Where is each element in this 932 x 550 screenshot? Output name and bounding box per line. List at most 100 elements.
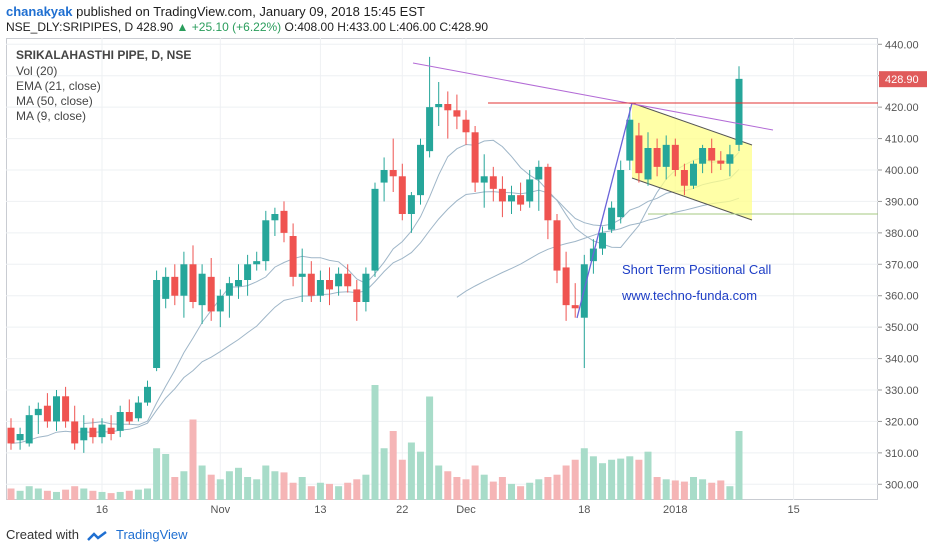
flag-channel[interactable] <box>632 103 752 220</box>
volume-bar <box>144 488 151 500</box>
candle-body <box>690 163 697 186</box>
published-text: published on TradingView.com, January 09… <box>72 4 425 19</box>
candle-body <box>162 276 170 299</box>
volume-bar <box>335 486 343 500</box>
volume-bar <box>344 482 352 500</box>
volume-bar <box>508 483 515 500</box>
channel-lower-line[interactable] <box>631 177 753 221</box>
volume-bar <box>7 488 15 500</box>
x-tick-label: Dec <box>456 504 476 516</box>
price-chart[interactable]: 300.00 310.00 320.00 330.00 340.00 350.00 360.… <box>0 0 932 520</box>
candle-body <box>426 107 434 152</box>
candle-body <box>508 195 515 202</box>
volume-bar <box>180 471 188 500</box>
candle-body <box>617 170 625 218</box>
annotation-call: Short Term Positional Call <box>622 262 772 277</box>
volume-bar <box>544 477 552 500</box>
volume-bar <box>489 481 497 500</box>
candle-body <box>544 166 552 221</box>
volume-bar <box>271 471 279 500</box>
candle-body <box>462 119 470 133</box>
legend-title: SRIKALAHASTHI PIPE, D, NSE <box>16 48 192 62</box>
candle-body <box>34 408 42 416</box>
flagpole-line[interactable] <box>576 102 633 319</box>
legend-volume: Vol (20) <box>16 64 58 78</box>
volume-bar <box>626 456 634 500</box>
candle-body <box>134 402 142 419</box>
candle-body <box>144 386 151 403</box>
volume-bar <box>426 396 434 500</box>
candle-body <box>262 220 270 262</box>
volume-bar <box>517 486 525 500</box>
tradingview-logo[interactable]: TradingView <box>116 527 188 542</box>
x-tick-label: 15 <box>787 504 799 516</box>
candle-body <box>25 415 33 444</box>
candle-body <box>225 283 233 296</box>
volume-bar <box>80 488 88 500</box>
volume-bar <box>635 459 643 500</box>
y-tick-label: 380.00 <box>885 228 919 240</box>
volume-bar <box>471 465 479 500</box>
volume-bar <box>162 454 170 500</box>
author-link[interactable]: chanakyak <box>6 4 73 19</box>
y-tick-label: 400.00 <box>885 165 919 177</box>
ema-21-line <box>10 168 740 444</box>
volume-bar <box>589 456 597 500</box>
candle-body <box>189 264 197 302</box>
legend-ema: EMA (21, close) <box>16 79 101 93</box>
volume-bar <box>307 486 315 500</box>
candle-body <box>371 188 379 271</box>
candle-body <box>62 396 70 422</box>
volume-bar <box>498 477 506 500</box>
trendline-resistance[interactable] <box>412 62 774 131</box>
volume-bar <box>653 477 661 500</box>
candle-body <box>453 110 461 117</box>
candle-body <box>717 160 725 164</box>
x-tick-label: 22 <box>396 504 408 516</box>
candle-body <box>289 236 297 277</box>
candle-body <box>417 144 424 196</box>
volume-bar <box>25 486 33 500</box>
candle-body <box>271 214 279 221</box>
volume-bar <box>134 489 142 500</box>
annotation-site: www.techno-funda.com <box>622 288 758 303</box>
ma-50-line <box>456 197 740 298</box>
volume-bar <box>480 474 488 500</box>
volume-bar <box>599 463 606 500</box>
volume-bar <box>699 479 707 500</box>
x-tick-label: 16 <box>96 504 108 516</box>
candle-body <box>7 427 15 444</box>
candle-body <box>116 412 124 431</box>
footer: Created with TradingView <box>0 520 932 550</box>
volume-bar <box>362 474 370 500</box>
candle-body <box>235 280 242 287</box>
volume-bar <box>435 465 443 500</box>
candle-body <box>180 264 188 296</box>
volume-bar <box>353 479 361 500</box>
volume-bar <box>62 489 70 500</box>
candle-body <box>398 176 406 214</box>
volume-bar <box>253 479 261 500</box>
created-with-label: Created with <box>6 527 79 542</box>
candle-body <box>571 305 579 309</box>
candle-body <box>153 280 161 368</box>
up-triangle-icon: ▲ <box>176 20 189 34</box>
candle-body <box>480 176 488 183</box>
volume-bar <box>662 479 670 500</box>
cloud-icon <box>87 531 107 541</box>
x-tick-label: 18 <box>578 504 590 516</box>
candle-body <box>626 119 634 161</box>
volume-bar <box>371 385 379 500</box>
price-change: +25.10 (+6.22%) <box>191 20 282 34</box>
volume-bar <box>43 490 51 500</box>
volume-bar <box>235 467 242 500</box>
candle-body <box>735 78 743 145</box>
candle-body <box>207 276 215 312</box>
volume-bar <box>553 474 561 500</box>
volume-bar <box>444 471 452 500</box>
volume-bar <box>298 477 306 500</box>
candle-body <box>389 170 397 177</box>
candle-body <box>171 276 179 296</box>
channel-upper-line[interactable] <box>631 102 753 146</box>
candle-body <box>198 273 206 306</box>
